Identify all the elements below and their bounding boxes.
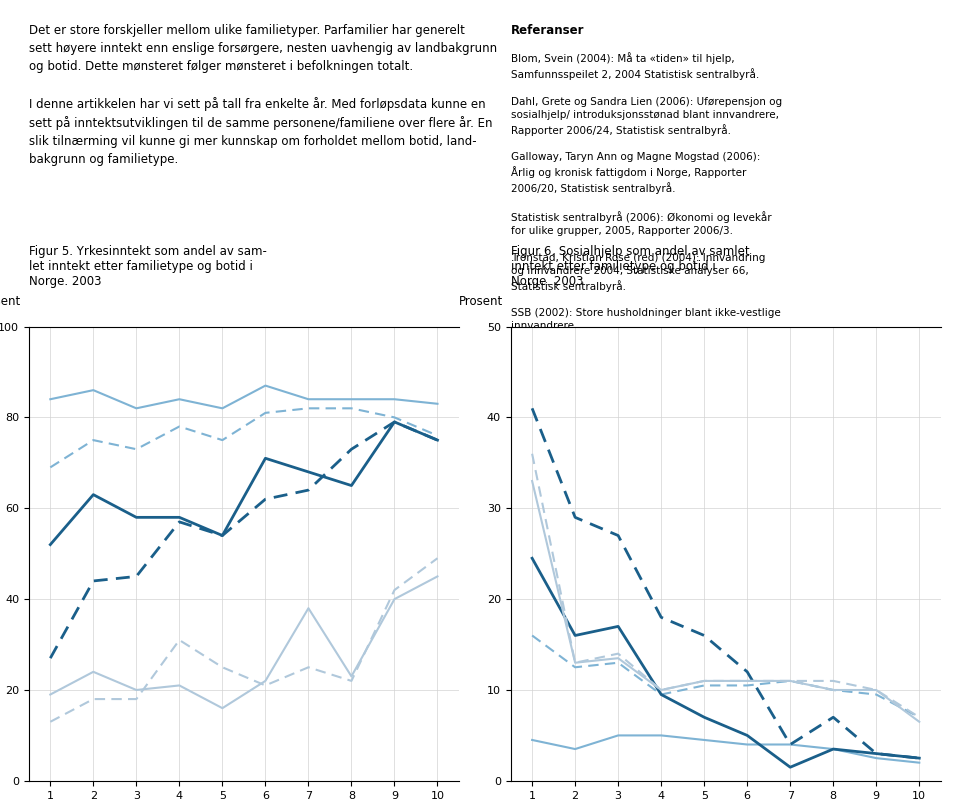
- Text: Blom, Svein (2004): Må ta «tiden» til hjelp,
Samfunnsspeilet 2, 2004 Statistisk : Blom, Svein (2004): Må ta «tiden» til hj…: [511, 52, 781, 386]
- Text: Figur 5. Yrkesinntekt som andel av sam-
let inntekt etter familietype og botid i: Figur 5. Yrkesinntekt som andel av sam- …: [29, 245, 267, 287]
- Text: Figur 6. Sosialhjelp som andel av samlet
inntekt etter familietype og botid i
No: Figur 6. Sosialhjelp som andel av samlet…: [511, 245, 749, 287]
- Text: Referanser: Referanser: [511, 24, 584, 37]
- Text: Det er store forskjeller mellom ulike familietyper. Parfamilier har generelt
set: Det er store forskjeller mellom ulike fa…: [29, 24, 497, 166]
- Text: Prosent: Prosent: [459, 295, 503, 308]
- Text: Prosent: Prosent: [0, 295, 21, 308]
